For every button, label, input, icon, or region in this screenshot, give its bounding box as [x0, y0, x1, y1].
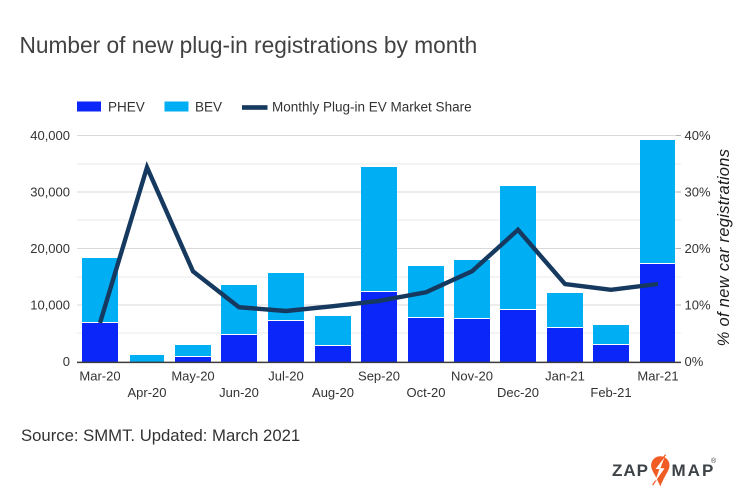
svg-text:30%: 30% — [685, 185, 711, 200]
svg-text:Oct-20: Oct-20 — [406, 385, 445, 400]
svg-text:Jul-20: Jul-20 — [268, 368, 303, 383]
svg-text:0: 0 — [63, 354, 70, 369]
svg-text:Mar-21: Mar-21 — [637, 368, 678, 383]
svg-text:Feb-21: Feb-21 — [590, 385, 631, 400]
svg-text:Monthly Plug-in EV Market Shar: Monthly Plug-in EV Market Share — [272, 100, 472, 115]
svg-text:Dec-20: Dec-20 — [497, 385, 539, 400]
svg-text:Source: SMMT. Updated: March 2: Source: SMMT. Updated: March 2021 — [21, 426, 300, 445]
svg-text:Mar-20: Mar-20 — [79, 368, 120, 383]
svg-text:Jun-20: Jun-20 — [219, 385, 259, 400]
svg-text:% of new car registrations: % of new car registrations — [715, 149, 733, 347]
svg-text:®: ® — [711, 457, 717, 465]
svg-text:PHEV: PHEV — [108, 100, 145, 115]
svg-text:May-20: May-20 — [171, 368, 214, 383]
svg-text:30,000: 30,000 — [30, 185, 70, 200]
svg-text:BEV: BEV — [195, 100, 222, 115]
svg-text:20%: 20% — [685, 241, 711, 256]
svg-text:10%: 10% — [685, 298, 711, 313]
svg-text:40,000: 40,000 — [30, 128, 70, 143]
svg-text:Aug-20: Aug-20 — [312, 385, 354, 400]
svg-text:Sep-20: Sep-20 — [358, 368, 400, 383]
svg-text:10,000: 10,000 — [30, 298, 70, 313]
svg-text:Jan-21: Jan-21 — [545, 368, 585, 383]
svg-text:0%: 0% — [685, 354, 704, 369]
svg-text:Nov-20: Nov-20 — [451, 368, 493, 383]
svg-text:MAP: MAP — [672, 461, 716, 480]
svg-text:Apr-20: Apr-20 — [127, 385, 166, 400]
svg-text:20,000: 20,000 — [30, 241, 70, 256]
svg-text:40%: 40% — [685, 128, 711, 143]
svg-text:ZAP: ZAP — [612, 461, 649, 480]
svg-text:Number of new plug-in registra: Number of new plug-in registrations by m… — [20, 32, 478, 58]
